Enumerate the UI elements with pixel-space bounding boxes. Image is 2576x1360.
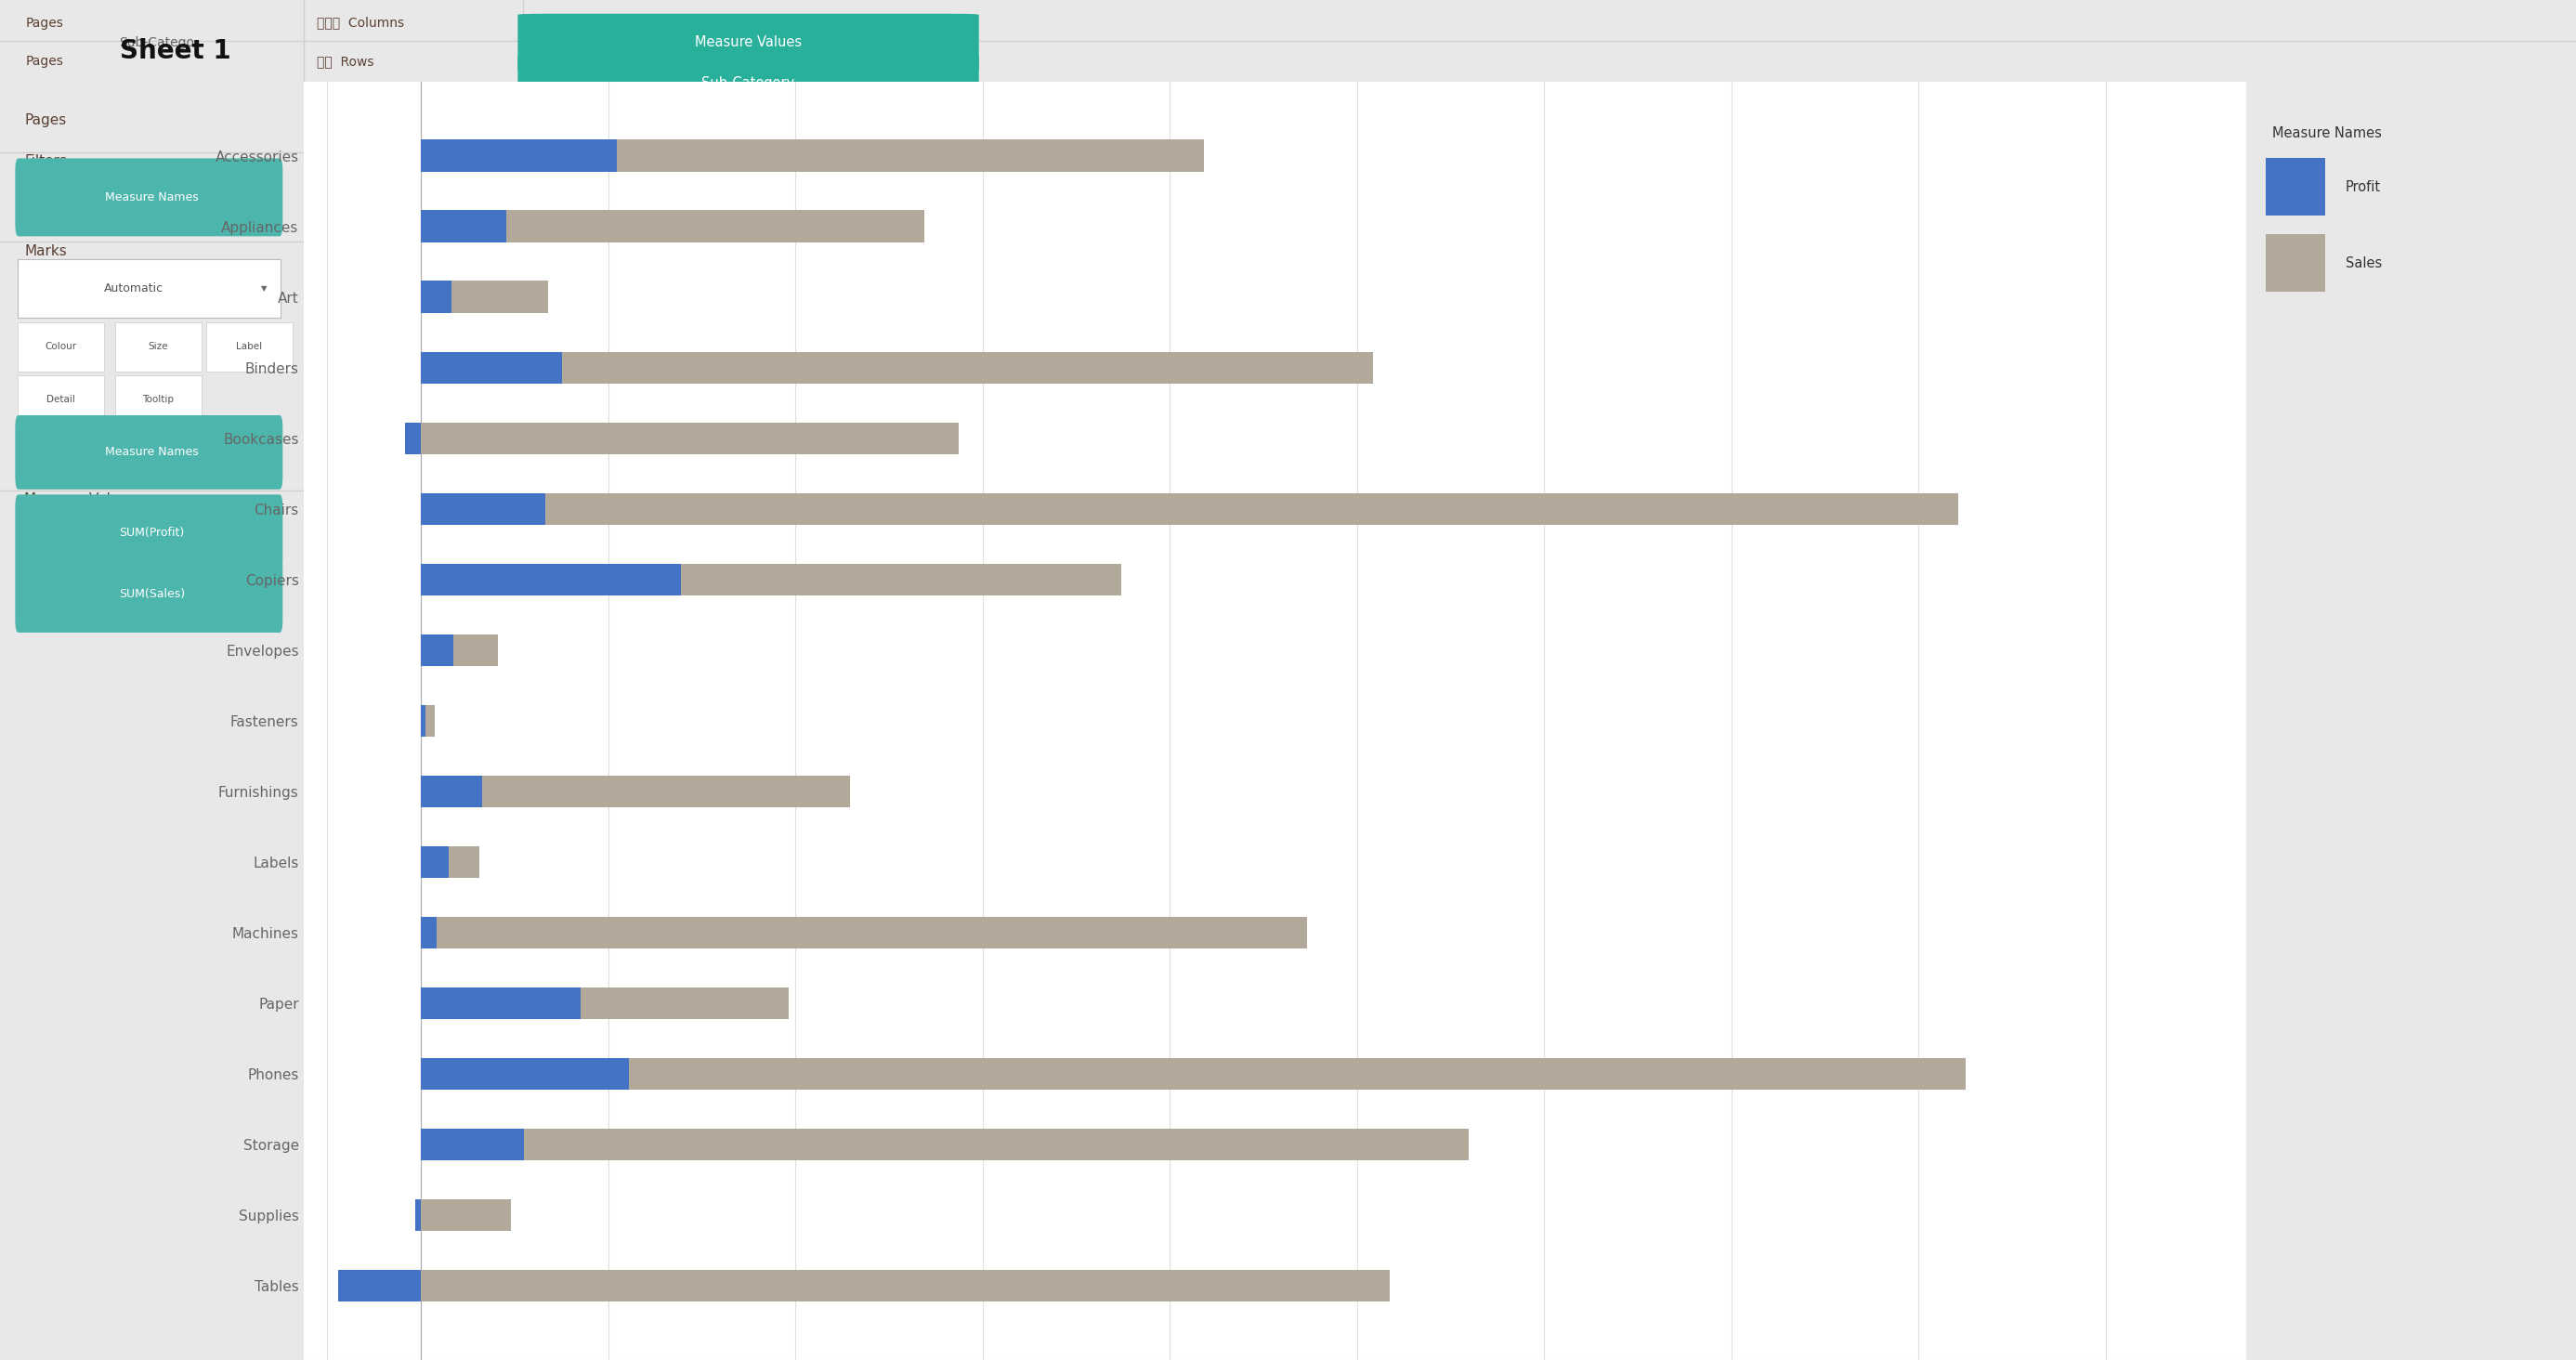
Bar bbox=[420, 846, 448, 879]
Bar bbox=[420, 846, 479, 879]
Text: Label: Label bbox=[237, 343, 263, 351]
Text: Marks: Marks bbox=[23, 243, 67, 258]
Bar bbox=[420, 987, 580, 1019]
Bar bbox=[420, 140, 1206, 171]
FancyBboxPatch shape bbox=[18, 260, 281, 318]
Text: Sub-Catego..: Sub-Catego.. bbox=[118, 37, 204, 50]
FancyBboxPatch shape bbox=[15, 415, 283, 490]
Bar bbox=[420, 352, 1373, 384]
Bar bbox=[420, 704, 425, 737]
Text: Tooltip: Tooltip bbox=[142, 394, 173, 404]
Bar bbox=[420, 917, 1306, 949]
Text: SUM(Sales): SUM(Sales) bbox=[118, 589, 185, 600]
Text: Sheet 1: Sheet 1 bbox=[118, 38, 232, 64]
Bar bbox=[420, 634, 497, 666]
Text: Automatic: Automatic bbox=[103, 283, 162, 295]
Text: ▼: ▼ bbox=[260, 284, 268, 292]
Bar bbox=[404, 423, 420, 454]
FancyBboxPatch shape bbox=[518, 14, 979, 71]
Text: Measure Names: Measure Names bbox=[2272, 126, 2383, 140]
FancyBboxPatch shape bbox=[15, 556, 283, 632]
Text: Sub-Category: Sub-Category bbox=[701, 76, 796, 90]
Bar bbox=[420, 563, 680, 596]
Bar bbox=[420, 211, 505, 242]
Text: Profit: Profit bbox=[2344, 180, 2380, 194]
Text: Colour: Colour bbox=[44, 343, 77, 351]
FancyBboxPatch shape bbox=[116, 375, 201, 423]
Bar bbox=[420, 492, 1958, 525]
FancyBboxPatch shape bbox=[15, 158, 283, 237]
Bar bbox=[420, 987, 788, 1019]
Bar bbox=[420, 634, 453, 666]
Bar bbox=[420, 563, 1121, 596]
Bar bbox=[420, 352, 562, 384]
Text: Filters: Filters bbox=[23, 155, 67, 169]
Text: SUM(Profit): SUM(Profit) bbox=[118, 526, 185, 539]
FancyBboxPatch shape bbox=[18, 375, 103, 423]
Bar bbox=[420, 1058, 629, 1089]
Bar bbox=[420, 1129, 1468, 1160]
Text: Pages: Pages bbox=[26, 54, 64, 68]
Bar bbox=[420, 423, 958, 454]
Bar bbox=[420, 211, 925, 242]
Text: Measure Values: Measure Values bbox=[23, 492, 137, 506]
Bar bbox=[420, 1129, 523, 1160]
Bar bbox=[420, 1270, 1388, 1302]
Text: Measure Values: Measure Values bbox=[696, 35, 801, 49]
Text: Pages: Pages bbox=[23, 114, 67, 128]
Text: Detail: Detail bbox=[46, 394, 75, 404]
Bar bbox=[420, 704, 435, 737]
Text: Measure Names: Measure Names bbox=[106, 192, 198, 204]
Text: Pages: Pages bbox=[26, 16, 64, 30]
FancyBboxPatch shape bbox=[206, 322, 294, 371]
Bar bbox=[420, 282, 549, 313]
Bar bbox=[420, 282, 451, 313]
FancyBboxPatch shape bbox=[18, 322, 103, 371]
FancyBboxPatch shape bbox=[518, 54, 979, 112]
Text: ⦀⦀⦀  Columns: ⦀⦀⦀ Columns bbox=[317, 16, 404, 30]
Bar bbox=[337, 1270, 420, 1302]
FancyBboxPatch shape bbox=[116, 322, 201, 371]
Bar bbox=[2267, 234, 2326, 291]
Bar bbox=[420, 492, 546, 525]
Bar bbox=[420, 917, 438, 949]
Bar bbox=[2267, 158, 2326, 216]
FancyBboxPatch shape bbox=[15, 495, 283, 571]
Text: Size: Size bbox=[147, 343, 167, 351]
Bar bbox=[420, 1058, 1965, 1089]
Bar bbox=[420, 775, 482, 808]
Bar bbox=[420, 140, 616, 171]
Bar bbox=[420, 775, 850, 808]
Bar bbox=[415, 1200, 420, 1231]
Text: ⦀⦀  Rows: ⦀⦀ Rows bbox=[317, 54, 374, 68]
Bar bbox=[420, 1200, 510, 1231]
Text: Measure Names: Measure Names bbox=[106, 446, 198, 458]
Text: Sales: Sales bbox=[2344, 256, 2383, 271]
